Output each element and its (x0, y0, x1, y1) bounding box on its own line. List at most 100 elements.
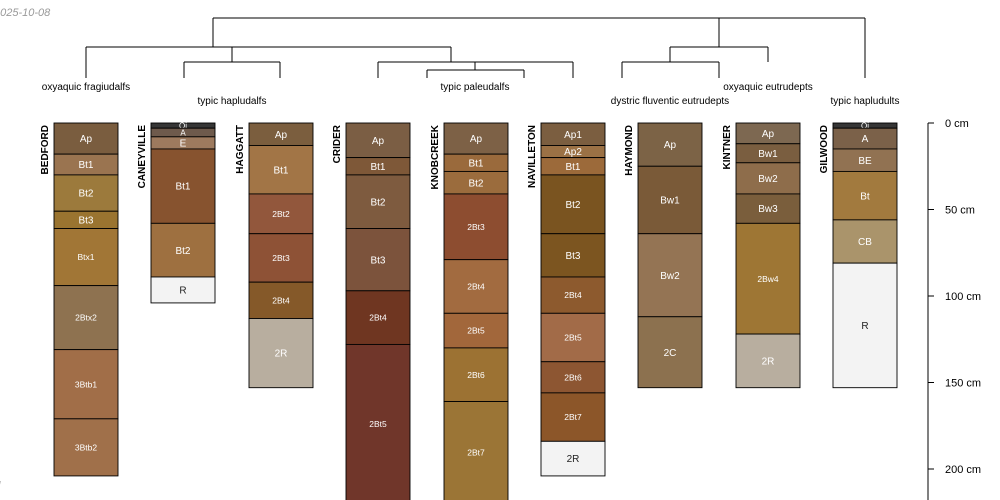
horizon-label: 2R (567, 454, 580, 465)
horizon-label: Bt1 (78, 160, 93, 171)
profile-gilwood: Oi A BE Bt CB R GILWOOD (819, 121, 898, 389)
horizon-block (443, 122, 509, 155)
horizon-block (637, 165, 703, 235)
horizon-label: Bt1 (273, 165, 288, 176)
horizon-label: E (180, 138, 187, 149)
horizon-label: Bt3 (78, 215, 93, 226)
axis-tick-label: 100 cm (945, 291, 981, 303)
horizon-label: 2Bt5 (564, 333, 582, 343)
horizon-block (443, 259, 509, 314)
horizon-label: Bw1 (758, 149, 778, 160)
horizon-label: 2Bt3 (272, 253, 290, 263)
horizon-label: Bt1 (565, 162, 580, 173)
horizon-block (443, 312, 509, 349)
horizon-label: Bt2 (175, 246, 190, 257)
horizon-label: Bw3 (758, 204, 778, 215)
horizon-label: R (861, 321, 868, 332)
horizon-label: Ap2 (564, 147, 582, 158)
horizon-block (540, 233, 606, 278)
profile-name: KINTNER (722, 124, 733, 169)
profile-name: GILWOOD (819, 125, 830, 173)
horizon-label: Btx1 (77, 252, 94, 262)
horizon-label: Bw2 (758, 174, 778, 185)
horizon-block (345, 228, 411, 292)
group-label: typic hapludalfs (198, 96, 267, 107)
horizon-block (248, 145, 314, 195)
group-label: typic paleudalfs (441, 82, 510, 93)
horizon-label: Oi (179, 121, 187, 130)
horizon-block (53, 174, 119, 212)
profile-bedford: Ap Bt1 Bt2 Bt3 Btx1 2Btx2 3Btb1 3Btb2 BEDFORD (40, 122, 119, 477)
horizon-label: 3Btb2 (75, 442, 97, 452)
horizon-block (443, 193, 509, 261)
profile-name: NAVILLETON (527, 125, 538, 188)
horizon-block (540, 440, 606, 477)
horizon-label: Bt2 (78, 189, 93, 200)
profile-name: HAYMOND (624, 125, 635, 176)
profile-haymond: Ap Bw1 Bw2 2C HAYMOND (624, 122, 703, 389)
horizon-label: Ap (80, 134, 93, 145)
horizon-label: 3Btb1 (75, 379, 97, 389)
group-label: oxyaquic fragiudalfs (42, 82, 130, 93)
horizon-block (443, 347, 509, 402)
horizon-label: Bt1 (175, 182, 190, 193)
horizon-label: 2Btx2 (75, 313, 97, 323)
axis-tick-label: 0 cm (945, 118, 969, 130)
horizon-block (637, 316, 703, 389)
horizon-block (345, 122, 411, 159)
horizon-block (53, 285, 119, 351)
axis-tick-label: 200 cm (945, 464, 981, 476)
horizon-label: A (862, 134, 869, 145)
horizon-label: Bt3 (370, 255, 385, 266)
profile-name: CRIDER (332, 124, 343, 163)
profile-name: CANEYVILLE (137, 125, 148, 189)
group-label: dystric fluventic eutrudepts (611, 96, 729, 107)
horizon-block (540, 312, 606, 363)
horizon-block (540, 361, 606, 394)
horizon-label: 2Bt3 (467, 222, 485, 232)
horizon-label: Bt3 (565, 251, 580, 262)
group-label: typic hapludults (831, 96, 900, 107)
profile-name: HAGGATT (235, 125, 246, 174)
profile-kintner: Ap Bw1 Bw2 Bw3 2Bw4 2R KINTNER (722, 122, 801, 389)
horizon-block (150, 222, 216, 278)
horizon-label: Ap (762, 129, 775, 140)
date-stamp: 2025-10-08 (0, 7, 51, 19)
horizon-block (735, 193, 801, 224)
depth-axis: 0 cm 50 cm 100 cm 150 cm 200 cm (927, 118, 981, 500)
horizon-label: 2Bt5 (467, 326, 485, 336)
horizon-block (248, 318, 314, 389)
horizon-block (735, 222, 801, 335)
horizon-label: 2Bt2 (272, 209, 290, 219)
horizon-label: 2Bt5 (369, 419, 387, 429)
axis-tick-label: 50 cm (945, 205, 975, 217)
horizon-label: 2R (275, 349, 288, 360)
horizon-label: Bt (860, 191, 870, 202)
horizon-label: 2Bt4 (272, 295, 290, 305)
horizon-label: 2Bw4 (757, 274, 779, 284)
horizon-label: Bt2 (370, 197, 385, 208)
horizon-block (53, 418, 119, 477)
horizon-label: Ap (470, 134, 483, 145)
horizon-block (540, 174, 606, 235)
horizon-label: Ap (275, 130, 288, 141)
horizon-label: Ap1 (564, 130, 582, 141)
horizon-block (735, 333, 801, 389)
horizon-block (248, 281, 314, 319)
horizon-label: 2C (664, 348, 677, 359)
horizon-label: 2Bt7 (467, 448, 485, 458)
profile-crider: Ap Bt1 Bt2 Bt3 2Bt4 2Bt5 CRIDER (332, 122, 411, 500)
horizon-block (832, 262, 898, 389)
horizon-label: CB (858, 237, 872, 248)
horizon-label: Bt1 (370, 162, 385, 173)
dendrogram (85, 17, 866, 78)
horizon-label: 2Bt4 (564, 290, 582, 300)
horizon-label: 2Bt6 (564, 372, 582, 382)
horizon-label: Bw1 (660, 196, 680, 207)
axis-tick-label: 150 cm (945, 378, 981, 390)
profile-name: BEDFORD (40, 125, 51, 174)
horizon-label: 2R (762, 356, 775, 367)
